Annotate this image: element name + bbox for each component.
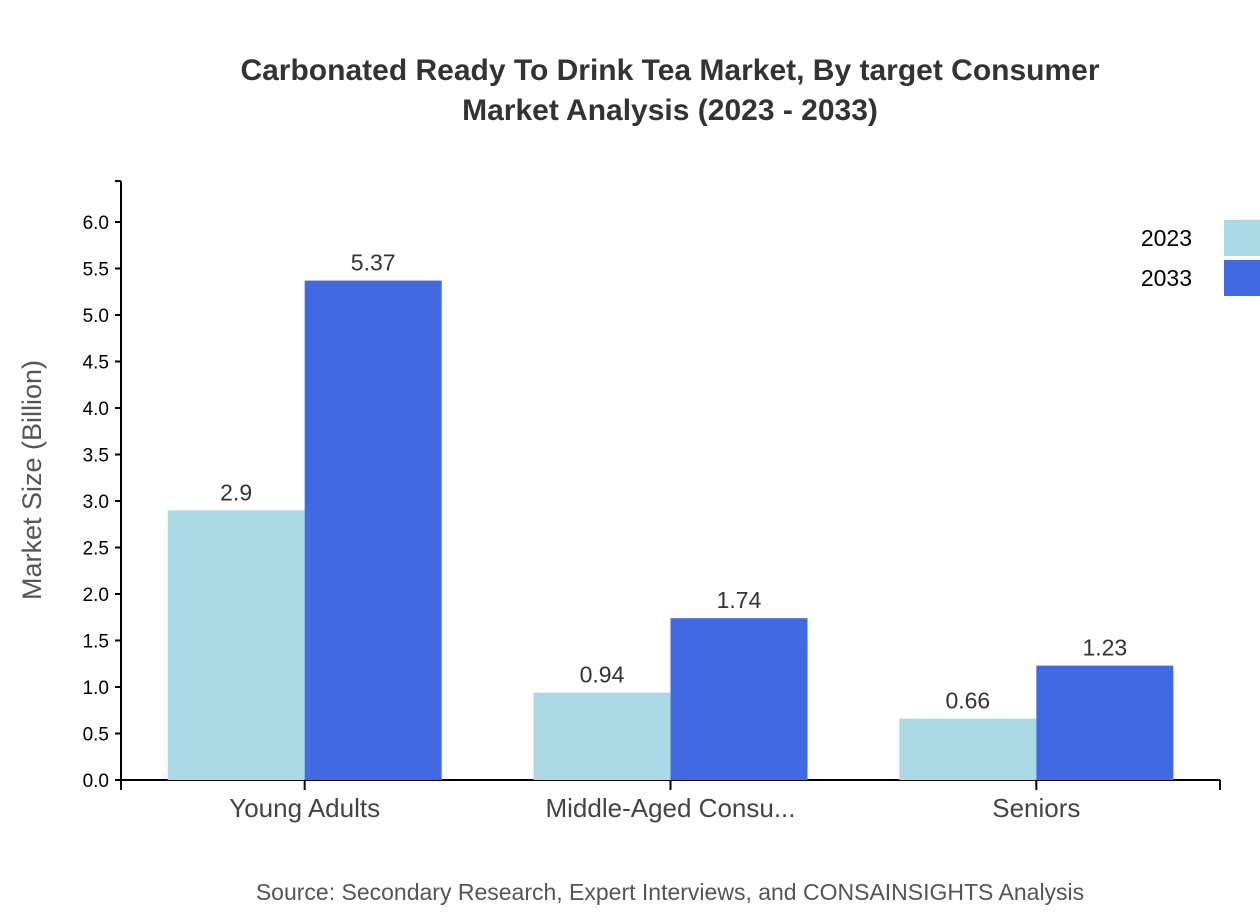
- y-tick-label: 6.0: [83, 213, 109, 234]
- y-tick-label: 3.5: [83, 446, 109, 467]
- data-label: 1.23: [1082, 635, 1127, 661]
- data-label: 1.74: [717, 587, 762, 613]
- y-tick-label: 2.0: [83, 585, 109, 606]
- y-tick-label: 4.5: [83, 353, 109, 374]
- y-tick-label: 1.0: [83, 678, 109, 699]
- legend-swatch: [1224, 220, 1260, 256]
- bar-2023: [899, 718, 1037, 780]
- y-tick-label: 1.5: [83, 632, 109, 653]
- chart-title: Market Analysis (2023 - 2033): [462, 94, 878, 127]
- legend-label: 2023: [1141, 225, 1192, 251]
- data-label: 0.66: [945, 688, 990, 714]
- source-note: Source: Secondary Research, Expert Inter…: [256, 879, 1084, 905]
- y-tick-label: 5.0: [83, 306, 109, 327]
- bar-2023: [533, 692, 671, 780]
- y-tick-label: 0.0: [83, 771, 109, 792]
- x-tick-label: Young Adults: [229, 793, 380, 823]
- data-label: 5.37: [351, 250, 396, 276]
- x-tick-label: Seniors: [992, 793, 1080, 823]
- data-label: 0.94: [580, 662, 625, 688]
- y-axis-label: Market Size (Billion): [17, 360, 47, 600]
- bar-2033: [670, 618, 808, 780]
- data-label: 2.9: [220, 479, 252, 505]
- chart-title: Carbonated Ready To Drink Tea Market, By…: [240, 54, 1099, 87]
- legend-label: 2033: [1141, 265, 1192, 291]
- bar-2033: [1036, 665, 1174, 780]
- bar-2023: [167, 510, 305, 780]
- legend-swatch: [1224, 260, 1260, 296]
- y-tick-label: 3.0: [83, 492, 109, 513]
- y-tick-label: 5.5: [83, 260, 109, 281]
- x-tick-label: Middle-Aged Consu...: [545, 793, 795, 823]
- y-tick-label: 0.5: [83, 725, 109, 746]
- y-tick-label: 4.0: [83, 399, 109, 420]
- bar-2033: [304, 280, 442, 780]
- y-tick-label: 2.5: [83, 539, 109, 560]
